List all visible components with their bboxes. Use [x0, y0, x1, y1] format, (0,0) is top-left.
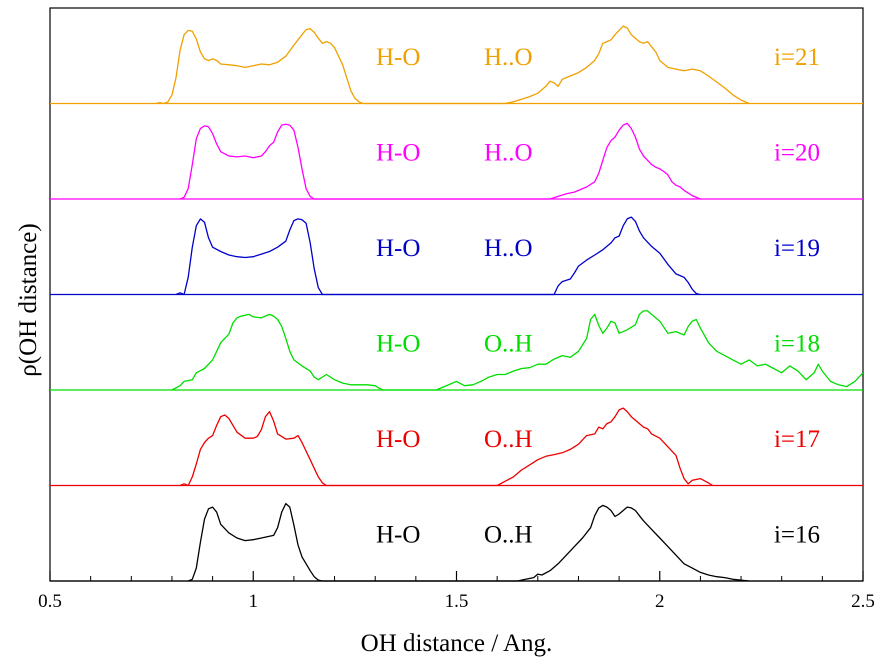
series-line: [175, 216, 701, 296]
x-axis-label: OH distance / Ang.: [361, 630, 553, 657]
bond-label-left: H-O: [376, 235, 420, 262]
panel-i-16: H-O O..H i=16: [50, 502, 863, 582]
x-axis: 0.5 1 1.5 2 2.5: [38, 571, 875, 612]
panel-index-label: i=18: [774, 330, 820, 357]
x-tick-label: 2.5: [851, 591, 875, 612]
panel-index-label: i=20: [774, 139, 820, 166]
bond-label-right: O..H: [484, 521, 533, 548]
bond-label-left: H-O: [376, 139, 420, 166]
bond-label-right: H..O: [484, 235, 533, 262]
panel-i-17: H-O O..H i=17: [50, 407, 863, 487]
panel-i-18: H-O O..H i=18: [50, 310, 864, 391]
bond-label-left: H-O: [376, 44, 420, 71]
series-line: [171, 310, 864, 391]
series-line: [155, 25, 750, 105]
x-tick-label: 2: [655, 591, 665, 612]
bond-label-right: O..H: [484, 426, 533, 453]
bond-label-left: H-O: [376, 330, 420, 357]
series-line: [179, 407, 713, 487]
panel-index-label: i=16: [774, 521, 820, 548]
x-tick-label: 1: [249, 591, 259, 612]
panel-index-label: i=21: [774, 44, 820, 71]
bond-label-right: H..O: [484, 44, 533, 71]
y-axis-label: ρ(OH distance): [15, 223, 42, 376]
panel-index-label: i=17: [774, 426, 820, 453]
panel-i-19: H-O H..O i=19: [50, 216, 863, 296]
panel-i-20: H-O H..O i=20: [50, 122, 863, 200]
x-tick-label: 1.5: [445, 591, 469, 612]
bond-label-left: H-O: [376, 521, 420, 548]
x-tick-label: 0.5: [38, 591, 62, 612]
series-line: [179, 122, 701, 200]
panel-index-label: i=19: [774, 235, 820, 262]
bond-label-left: H-O: [376, 426, 420, 453]
bond-label-right: O..H: [484, 330, 533, 357]
panel-i-21: H-O H..O i=21: [50, 25, 863, 105]
bond-label-right: H..O: [484, 139, 533, 166]
series-line: [187, 502, 750, 582]
panels: H-O H..O i=21 H-O H..O i=20 H-O H..O i=19 H-O O..H…: [50, 25, 864, 582]
